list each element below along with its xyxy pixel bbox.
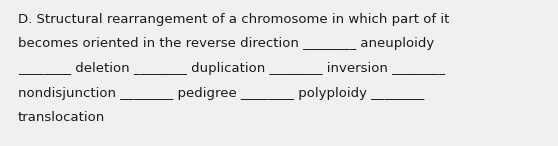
Text: nondisjunction ________ pedigree ________ polyploidy ________: nondisjunction ________ pedigree _______…: [18, 86, 424, 100]
Text: D. Structural rearrangement of a chromosome in which part of it: D. Structural rearrangement of a chromos…: [18, 13, 449, 26]
Text: becomes oriented in the reverse direction ________ aneuploidy: becomes oriented in the reverse directio…: [18, 38, 434, 51]
Text: ________ deletion ________ duplication ________ inversion ________: ________ deletion ________ duplication _…: [18, 62, 445, 75]
Text: translocation: translocation: [18, 111, 105, 124]
